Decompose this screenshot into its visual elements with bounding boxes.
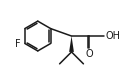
Polygon shape xyxy=(69,36,74,52)
Text: F: F xyxy=(15,39,21,49)
Text: OH: OH xyxy=(105,31,120,41)
Text: O: O xyxy=(86,49,93,59)
